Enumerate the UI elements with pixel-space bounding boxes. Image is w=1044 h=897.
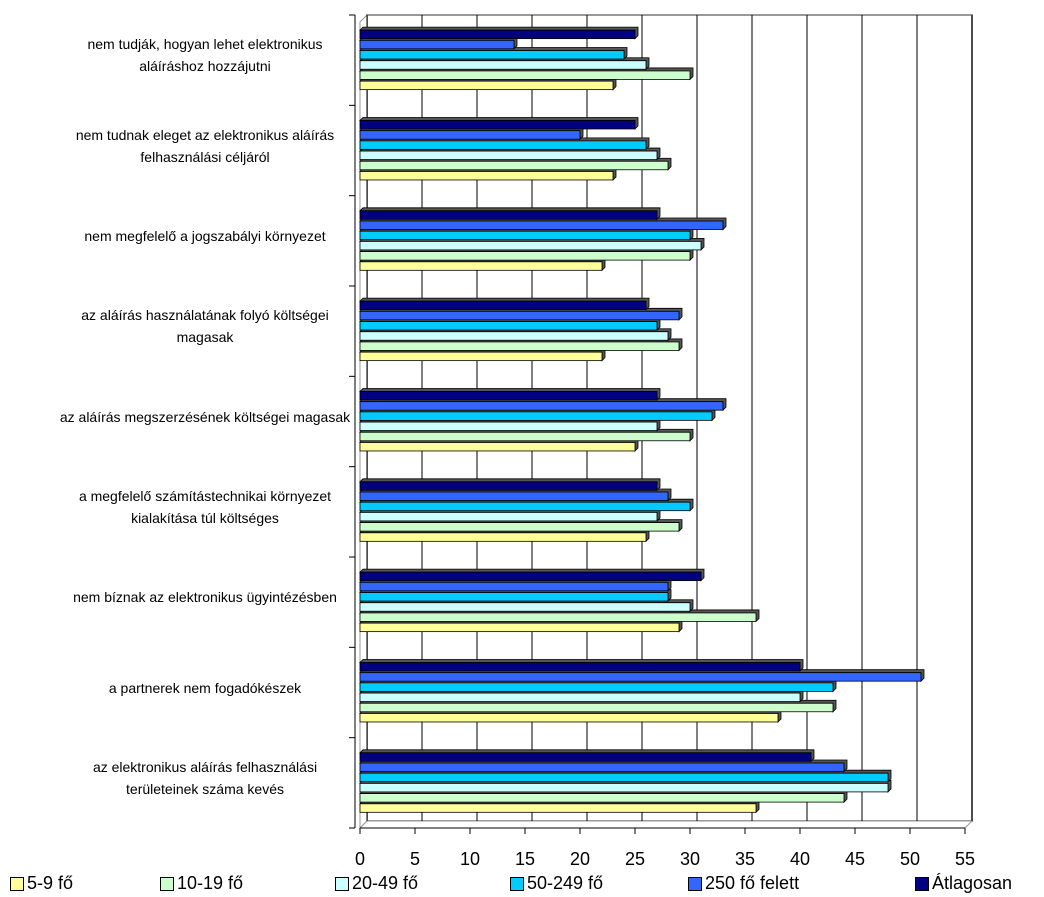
bar — [359, 120, 636, 130]
category-label: a partnerek nem fogadókészek — [108, 679, 302, 696]
x-tick-label: 55 — [955, 849, 975, 869]
bar — [359, 261, 603, 271]
bar — [359, 240, 702, 251]
bar — [359, 210, 658, 220]
bar — [359, 39, 515, 50]
bar — [359, 491, 669, 501]
bar — [359, 160, 669, 171]
bar — [359, 752, 812, 762]
bar — [359, 713, 779, 723]
bar — [359, 622, 680, 633]
legend-item: 20-49 fő — [335, 873, 418, 894]
category-label: a megfelelő számítástechnikai környezet … — [78, 487, 332, 526]
legend-item: 10-19 fő — [160, 873, 243, 894]
bar — [359, 321, 658, 331]
bar — [359, 401, 724, 411]
bar — [359, 501, 691, 512]
bar — [359, 421, 658, 431]
bar — [359, 150, 658, 160]
legend-label: 10-19 fő — [177, 873, 244, 893]
x-tick-label: 45 — [845, 849, 865, 869]
legend-swatch — [10, 876, 24, 891]
bar — [359, 310, 680, 321]
bar — [359, 50, 625, 60]
legend-swatch — [688, 876, 702, 891]
bar — [359, 571, 702, 582]
x-tick-label: 30 — [680, 849, 700, 869]
bar — [359, 230, 691, 241]
bar — [359, 300, 647, 311]
bar — [359, 411, 713, 421]
category-label: nem tudnak eleget az elektronikus aláírá… — [75, 126, 335, 165]
bar — [359, 171, 614, 181]
legend-item: 50-249 fő — [510, 873, 603, 894]
bar — [359, 672, 922, 682]
legend-label: 50-249 fő — [527, 873, 604, 893]
category-label: az elektronikus aláírás felhasználási te… — [92, 758, 318, 797]
x-tick-label: 10 — [460, 849, 480, 869]
category-label: az aláírás használatának folyó költségei… — [81, 307, 329, 346]
legend-label: Átlagosan — [932, 873, 1013, 893]
bar — [359, 692, 801, 702]
bar — [359, 612, 757, 622]
x-tick-label: 5 — [410, 849, 420, 869]
bar — [359, 29, 636, 40]
legend-item: 250 fő felett — [688, 873, 799, 894]
legend-swatch — [915, 876, 929, 891]
bar — [359, 351, 603, 362]
floor — [358, 820, 974, 829]
x-tick-label: 20 — [570, 849, 590, 869]
bar — [359, 331, 669, 341]
bar — [359, 532, 647, 542]
bar — [359, 341, 680, 351]
bar — [359, 522, 680, 532]
bar — [359, 140, 647, 150]
bar — [359, 70, 691, 80]
legend-swatch — [160, 876, 174, 891]
bar — [359, 220, 724, 230]
category-label: az aláírás megszerzésének költségei maga… — [59, 408, 351, 425]
legend-swatch — [335, 876, 349, 891]
bar — [359, 592, 669, 602]
category-label: nem tudják, hogyan lehet elektronikus al… — [87, 36, 323, 75]
bar — [359, 793, 845, 803]
bar — [359, 391, 658, 401]
legend-label: 5-9 fő — [27, 873, 74, 893]
x-tick-label: 25 — [625, 849, 645, 869]
x-tick-label: 0 — [355, 849, 365, 869]
bar — [359, 762, 845, 772]
legend-item: Átlagosan — [915, 873, 1012, 894]
bar — [359, 512, 658, 522]
category-label: nem megfelelő a jogszabályi környezet — [84, 227, 326, 244]
legend-label: 20-49 fő — [352, 873, 419, 893]
legend-item: 5-9 fő — [10, 873, 73, 894]
bar — [359, 602, 691, 612]
bar — [359, 662, 801, 672]
bar — [359, 783, 889, 793]
legend-swatch — [510, 876, 524, 891]
bar — [359, 251, 691, 261]
bar — [359, 60, 647, 70]
bar — [359, 481, 658, 491]
x-tick-label: 40 — [790, 849, 810, 869]
bar — [359, 702, 834, 713]
legend-label: 250 fő felett — [705, 873, 800, 893]
x-tick-label: 15 — [515, 849, 535, 869]
bar — [359, 442, 636, 452]
bar — [359, 431, 691, 442]
category-label: nem bíznak az elektronikus ügyintézésben — [73, 589, 337, 606]
bar — [359, 772, 889, 783]
bar — [359, 130, 581, 140]
bar — [359, 80, 614, 91]
x-tick-label: 50 — [900, 849, 920, 869]
bar — [359, 581, 669, 592]
bar — [359, 682, 834, 692]
bar — [359, 803, 757, 813]
x-tick-label: 35 — [735, 849, 755, 869]
